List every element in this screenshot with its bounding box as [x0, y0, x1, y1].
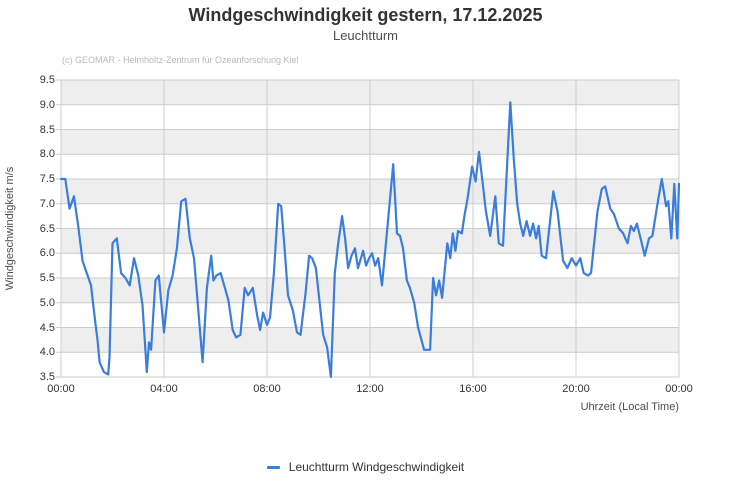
x-axis-title: Uhrzeit (Local Time)	[580, 401, 679, 413]
credit-label: (c) GEOMAR - Helmholtz-Zentrum für Ozean…	[62, 55, 299, 65]
legend-label: Leuchtturm Windgeschwindigkeit	[288, 460, 465, 474]
x-tick-label: 00:00	[47, 383, 75, 395]
y-tick-label: 9.5	[39, 74, 55, 86]
legend-line-marker	[266, 465, 280, 469]
y-tick-label: 9.0	[39, 98, 55, 111]
y-tick-label: 8.0	[39, 148, 55, 161]
legend-item-leuchtturm[interactable]: Leuchtturm Windgeschwindigkeit	[0, 460, 731, 474]
y-tick-label: 8.5	[39, 123, 55, 136]
x-tick-label: 12:00	[356, 383, 384, 395]
y-tick-label: 6.5	[39, 222, 55, 235]
y-tick-label: 4.0	[39, 346, 55, 359]
y-tick-label: 3.5	[39, 371, 55, 383]
y-tick-label: 7.5	[39, 173, 55, 185]
x-tick-label: 20:00	[562, 383, 590, 395]
y-tick-label: 5.0	[39, 296, 55, 309]
y-tick-label: 5.5	[39, 272, 55, 284]
y-tick-label: 4.5	[39, 321, 55, 334]
wind-speed-line[interactable]	[59, 101, 681, 379]
chart-subtitle: Leuchtturm	[332, 28, 399, 43]
y-tick-label: 6.0	[39, 247, 55, 260]
x-tick-label: 00:00	[665, 383, 693, 395]
chart-title: Windgeschwindigkeit gestern, 17.12.2025	[188, 5, 543, 25]
y-tick-label: 7.0	[39, 197, 55, 210]
x-tick-label: 04:00	[150, 383, 178, 395]
x-tick-label: 08:00	[253, 383, 281, 395]
x-tick-label: 16:00	[459, 383, 487, 395]
plot-area[interactable]	[0, 0, 731, 430]
